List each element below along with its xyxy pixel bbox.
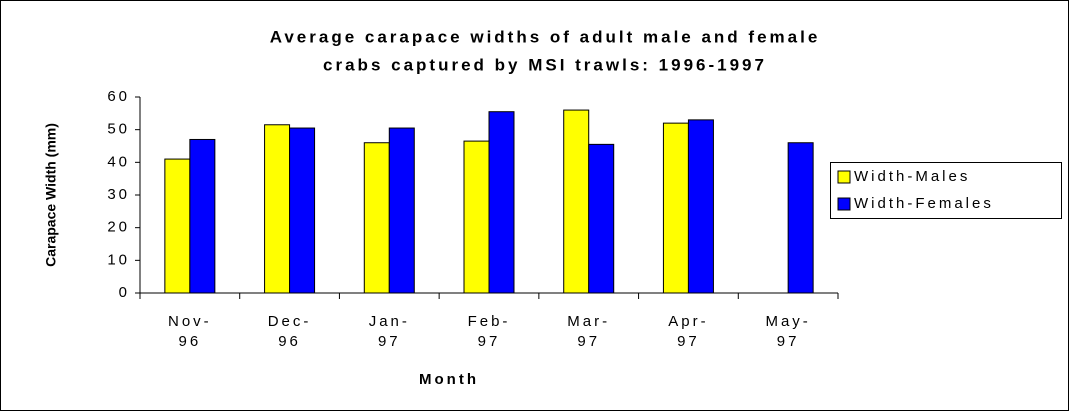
y-tick-label: 40	[107, 153, 130, 170]
bar	[388, 127, 415, 294]
y-axis-label: Carapace Width (mm)	[43, 123, 59, 267]
bar	[588, 143, 615, 294]
x-tick-label: Nov-96	[168, 313, 212, 350]
y-tick-label: 20	[107, 219, 130, 236]
x-tick-label: Mar-97	[567, 313, 611, 350]
bar	[787, 142, 814, 294]
x-tick-label: Jan-97	[368, 313, 410, 350]
bar	[189, 138, 216, 294]
legend-label: Width-Males	[854, 168, 970, 185]
chart-title: crabs captured by MSI trawls: 1996-1997	[323, 55, 767, 74]
x-tick-label: Feb-97	[467, 313, 511, 350]
bar	[488, 111, 515, 294]
bar	[289, 127, 316, 294]
y-tick-label: 50	[107, 121, 130, 138]
legend-swatch	[837, 170, 851, 184]
x-tick-label: Dec-96	[267, 313, 312, 350]
x-axis-label: Month	[419, 371, 479, 388]
x-tick-label: Apr-97	[668, 313, 709, 350]
bar	[363, 142, 390, 294]
bar	[687, 119, 714, 294]
chart-title: Average carapace widths of adult male an…	[270, 27, 821, 46]
bar	[662, 122, 689, 294]
x-tick-label: May-97	[765, 313, 811, 350]
y-tick-label: 0	[119, 284, 130, 301]
bar	[563, 109, 590, 294]
bar	[164, 158, 191, 294]
y-tick-label: 10	[107, 251, 130, 268]
legend-box	[830, 162, 1062, 219]
legend-label: Width-Females	[854, 195, 994, 212]
legend-swatch	[837, 197, 851, 211]
bar	[264, 124, 291, 294]
y-tick-label: 60	[107, 88, 130, 105]
y-tick-label: 30	[107, 186, 130, 203]
bar	[463, 140, 490, 294]
